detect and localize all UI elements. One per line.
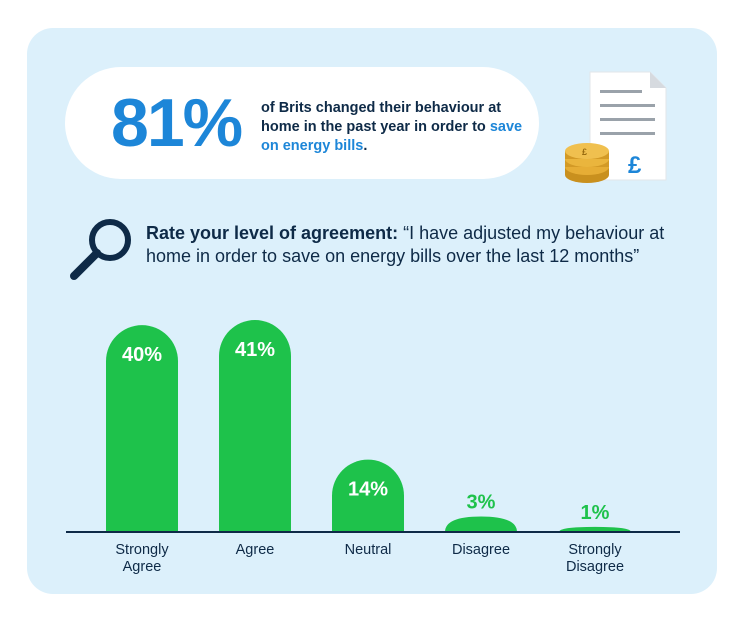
headline-pill	[65, 67, 539, 179]
value-label-2: 14%	[348, 479, 388, 501]
category-label-0-0: Strongly	[115, 542, 169, 558]
value-label-0: 40%	[122, 344, 162, 366]
category-label-2-0: Neutral	[345, 542, 392, 558]
headline-stat: 81%	[111, 85, 243, 161]
category-label-3-0: Disagree	[452, 542, 510, 558]
value-label-1: 41%	[235, 339, 275, 361]
value-label-3: 3%	[467, 491, 496, 513]
category-label-1-0: Agree	[236, 542, 275, 558]
question-text: “I have adjusted my behaviour at home in…	[146, 223, 665, 266]
currency-symbol: £	[628, 152, 642, 179]
bar-0	[106, 325, 178, 532]
bar-2	[332, 459, 404, 532]
headline-text-highlight: save on energy bills	[261, 119, 523, 154]
value-label-4: 1%	[581, 502, 610, 524]
magnifying-glass-icon	[70, 219, 131, 280]
headline-text-end: .	[363, 138, 368, 154]
bar-1	[219, 320, 291, 532]
bar-4	[559, 526, 631, 532]
category-label-4-0: Strongly	[568, 542, 622, 558]
category-label-0-1: Agree	[123, 559, 162, 575]
question-lead: Rate your level of agreement:	[146, 223, 399, 243]
coin-stack-icon: £	[565, 143, 609, 183]
survey-question: Rate your level of agreement: “I have ad…	[146, 222, 666, 268]
bill-document-icon: £ £	[565, 71, 667, 183]
headline-text: of Brits changed their behaviour at home…	[261, 99, 531, 156]
category-label-4-1: Disagree	[566, 559, 624, 575]
bar-3	[445, 516, 517, 532]
coin-currency-symbol: £	[582, 147, 587, 157]
headline-text-main: of Brits changed their behaviour at home…	[261, 100, 502, 135]
